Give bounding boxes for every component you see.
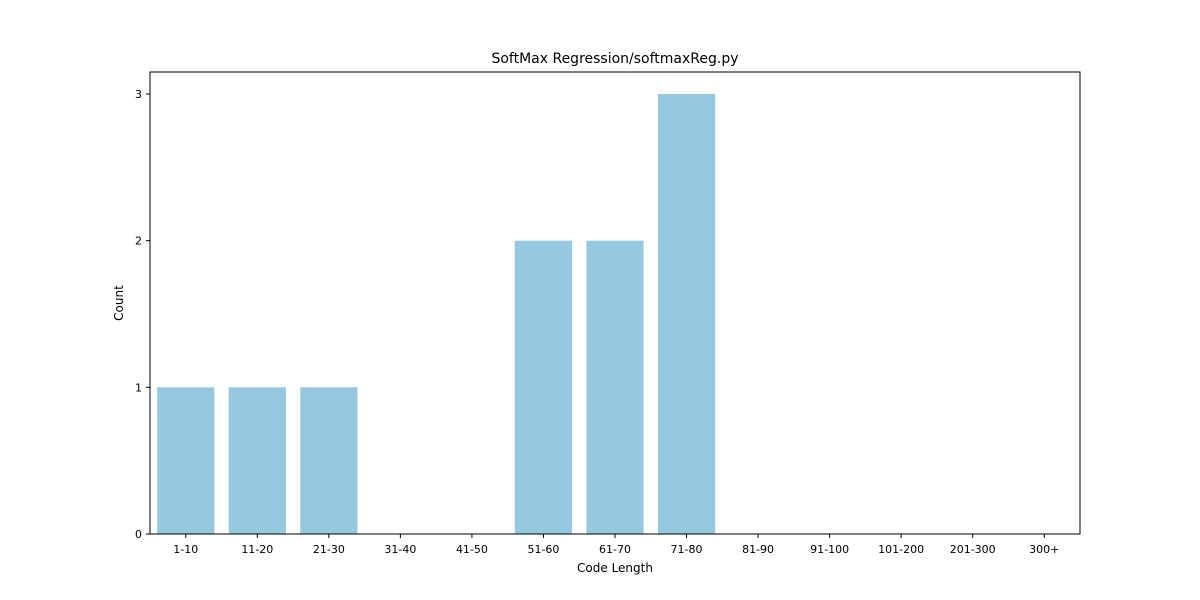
x-tick-label: 300+ — [1029, 543, 1059, 556]
x-tick-label: 11-20 — [241, 543, 273, 556]
x-tick-label: 201-300 — [950, 543, 996, 556]
x-tick-label: 41-50 — [456, 543, 488, 556]
y-axis-label: Count — [112, 285, 126, 321]
x-tick-label: 21-30 — [313, 543, 345, 556]
bar-71-80 — [657, 94, 716, 534]
x-tick-label: 31-40 — [384, 543, 416, 556]
x-tick-label: 61-70 — [599, 543, 631, 556]
y-axis-ticks: 0 1 2 3 — [135, 88, 150, 541]
x-tick-label: 51-60 — [527, 543, 559, 556]
chart-title: SoftMax Regression/softmaxReg.py — [491, 51, 738, 67]
x-tick-label: 71-80 — [671, 543, 703, 556]
bar-1-10 — [157, 387, 215, 534]
x-axis-ticks: 1-10 11-20 21-30 31-40 41-50 51-60 61-70 71-80 8… — [173, 534, 1059, 556]
y-tick-label: 2 — [135, 235, 142, 248]
bar-61-70 — [586, 240, 644, 534]
y-tick-label: 1 — [135, 381, 142, 394]
x-tick-label: 91-100 — [810, 543, 849, 556]
bar-11-20 — [228, 387, 286, 534]
x-axis-label: Code Length — [577, 561, 653, 575]
x-tick-label: 81-90 — [742, 543, 774, 556]
bar-21-30 — [300, 387, 358, 534]
y-tick-label: 0 — [135, 528, 142, 541]
x-tick-label: 101-200 — [878, 543, 924, 556]
x-tick-label: 1-10 — [173, 543, 198, 556]
bar-51-60 — [514, 240, 573, 534]
y-tick-label: 3 — [135, 88, 142, 101]
bars-group — [157, 94, 716, 534]
